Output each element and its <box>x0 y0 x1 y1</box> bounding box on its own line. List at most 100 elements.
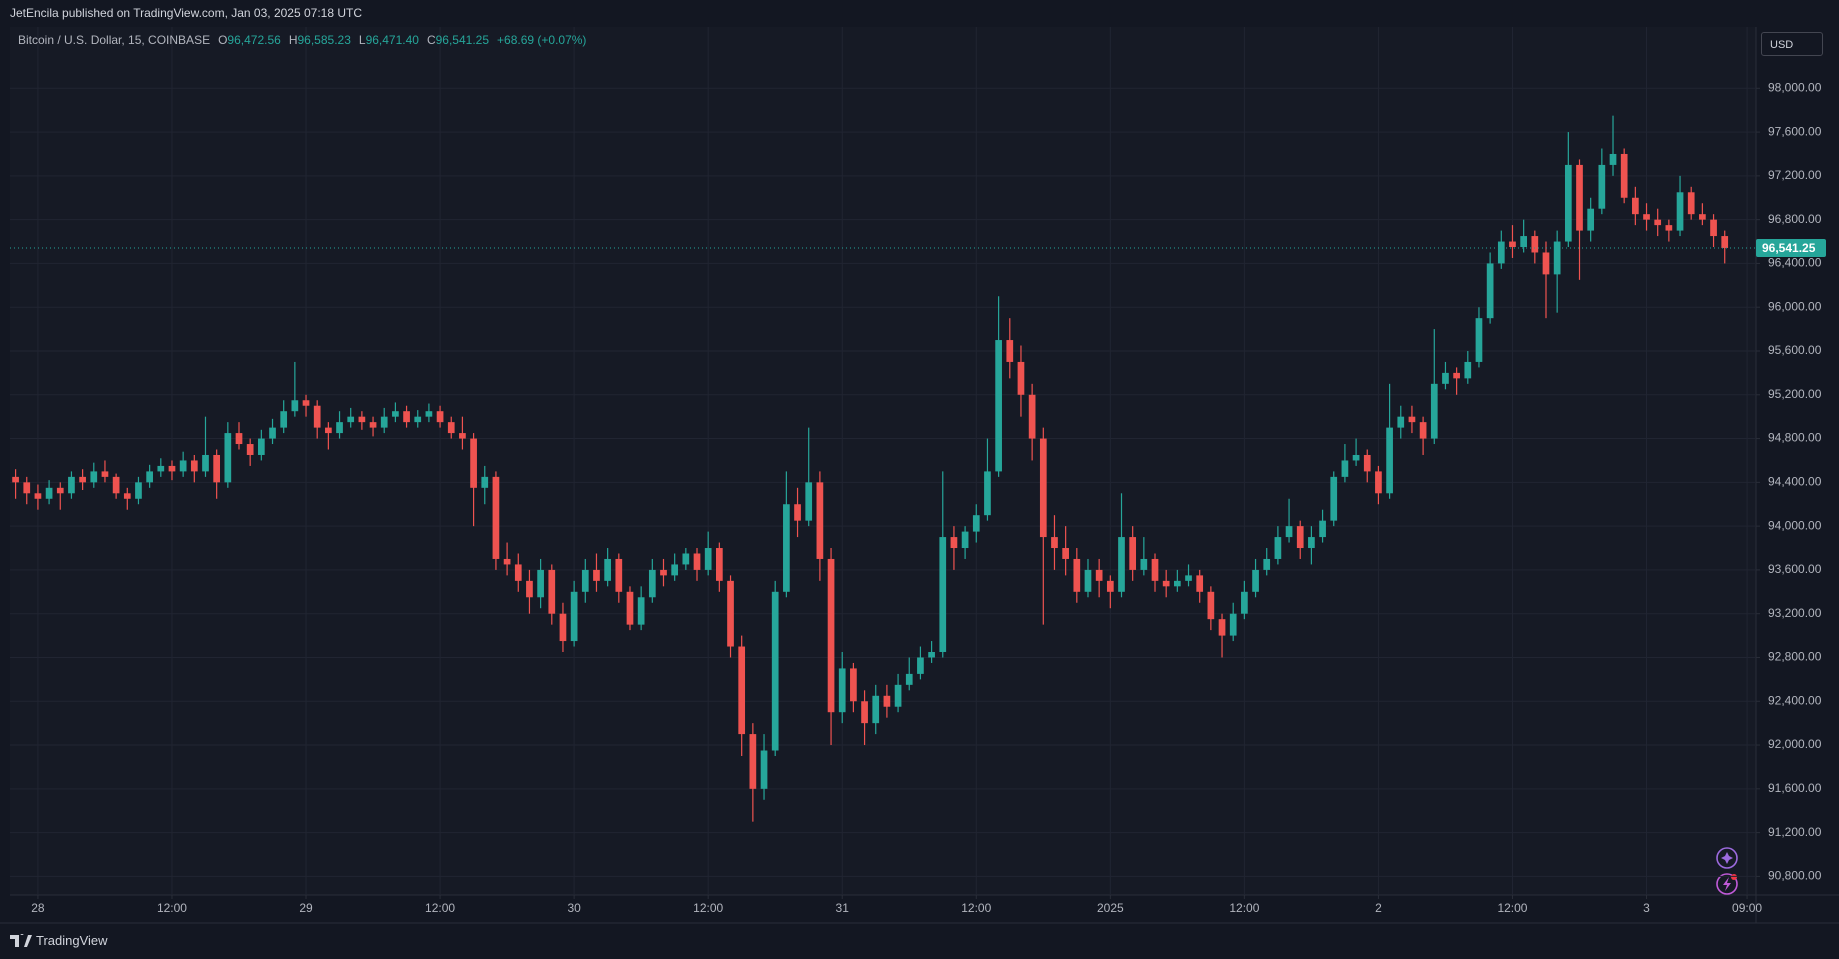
candle-body <box>593 569 600 581</box>
candle-body <box>425 411 433 417</box>
x-tick-label: 12:00 <box>425 901 455 915</box>
candle-body <box>1665 225 1673 231</box>
candle-body <box>928 652 935 658</box>
candle-body <box>1598 164 1606 209</box>
footer: TradingView <box>10 923 108 959</box>
candle-body <box>1676 192 1684 231</box>
candle-body <box>380 416 388 428</box>
candle-body <box>917 657 924 674</box>
candle-body <box>1408 416 1416 423</box>
candle-body <box>660 569 667 576</box>
candle-body <box>1129 537 1137 570</box>
candle-body <box>224 433 232 483</box>
candle-body <box>135 482 142 499</box>
candle-body <box>894 684 902 707</box>
candle-body <box>347 416 355 423</box>
candle-body <box>1229 613 1237 636</box>
candle-body <box>1073 558 1081 592</box>
candle-body <box>760 750 768 789</box>
candle-body <box>470 438 477 488</box>
candle-body <box>727 580 734 647</box>
candle-body <box>1084 569 1092 592</box>
y-tick-label: 97,600.00 <box>1768 124 1822 138</box>
y-tick-label: 97,200.00 <box>1768 168 1822 182</box>
candle-body <box>1028 394 1036 439</box>
x-tick-label: 31 <box>836 901 850 915</box>
x-tick-label: 12:00 <box>693 901 723 915</box>
y-tick-label: 94,800.00 <box>1768 431 1822 445</box>
candle-body <box>1006 340 1014 362</box>
candle-body <box>1442 372 1449 384</box>
y-tick-label: 92,800.00 <box>1768 650 1822 664</box>
candle-body <box>45 487 53 499</box>
candle-body <box>984 471 991 516</box>
candle-body <box>1252 569 1259 592</box>
icon <box>1723 877 1731 891</box>
tool-icons[interactable] <box>1716 847 1738 895</box>
candle-body <box>213 454 221 483</box>
candle-body <box>414 416 422 423</box>
candle-body <box>313 405 321 428</box>
candle-body <box>291 400 299 412</box>
currency-button[interactable]: USD <box>1761 32 1823 56</box>
last-price-label: 96,541.25 <box>1762 241 1816 255</box>
candle-body <box>1475 318 1483 362</box>
candle-body <box>503 558 511 565</box>
candle-body <box>1453 372 1460 379</box>
icon[interactable] <box>1716 873 1738 895</box>
candle-body <box>1721 236 1729 248</box>
y-tick-label: 90,800.00 <box>1768 869 1822 883</box>
icon <box>1721 852 1733 864</box>
candle-body <box>738 646 746 735</box>
candle-body <box>190 460 198 472</box>
candle-body <box>1386 427 1393 494</box>
y-tick-label: 96,000.00 <box>1768 299 1822 313</box>
publisher: JetEncila published on TradingView.com, … <box>10 6 362 20</box>
candle-body <box>671 564 679 576</box>
candle-body <box>1542 252 1550 275</box>
ohlc-fields: O96,472.56 H96,585.23 L96,471.40 C96,541.25 <box>218 33 497 47</box>
y-tick-label: 91,200.00 <box>1768 825 1822 839</box>
field-key: L <box>358 33 366 47</box>
icon[interactable] <box>1716 847 1738 869</box>
candle-body <box>827 558 835 713</box>
x-tick-label: 12:00 <box>961 901 991 915</box>
candle-body <box>1296 526 1304 549</box>
y-tick-label: 93,600.00 <box>1768 562 1822 576</box>
candle-body <box>1710 219 1717 237</box>
x-tick-label: 28 <box>31 901 45 915</box>
candle-body <box>1185 575 1192 581</box>
candle-body <box>1620 153 1628 198</box>
candle-body <box>56 487 64 494</box>
candle-body <box>537 569 544 598</box>
candle-body <box>514 564 522 581</box>
axes: 90,800.00 91,200.00 91,600.00 92,000.00 92,4… <box>31 80 1821 915</box>
y-tick-label: 98,000.00 <box>1768 80 1822 94</box>
candle-body <box>1419 422 1427 439</box>
candle-body <box>771 591 779 751</box>
candle-body <box>648 569 656 598</box>
candle-body <box>1162 580 1170 587</box>
candle-body <box>805 482 813 521</box>
candle-body <box>1207 591 1215 620</box>
candle-body <box>246 444 254 455</box>
candle-body <box>325 427 332 434</box>
x-tick-label: 09:00 <box>1732 901 1762 915</box>
candle-body <box>1241 591 1248 614</box>
candle-body <box>1106 580 1114 592</box>
candle-body <box>794 504 801 521</box>
candle-body <box>905 673 913 685</box>
candle-body <box>939 537 947 653</box>
x-tick-label: 30 <box>567 901 581 915</box>
x-tick-label: 2025 <box>1097 901 1124 915</box>
candle-body <box>1140 558 1148 570</box>
candle-body <box>1654 219 1662 226</box>
candle-body <box>1308 537 1315 549</box>
candle-body <box>1285 526 1293 538</box>
candle-body <box>1062 548 1069 559</box>
candle-body <box>68 476 75 494</box>
field-value: 96,472.56 <box>227 33 281 47</box>
candle-body <box>1341 460 1349 477</box>
candle-body <box>392 411 399 417</box>
candle-body <box>693 553 701 570</box>
